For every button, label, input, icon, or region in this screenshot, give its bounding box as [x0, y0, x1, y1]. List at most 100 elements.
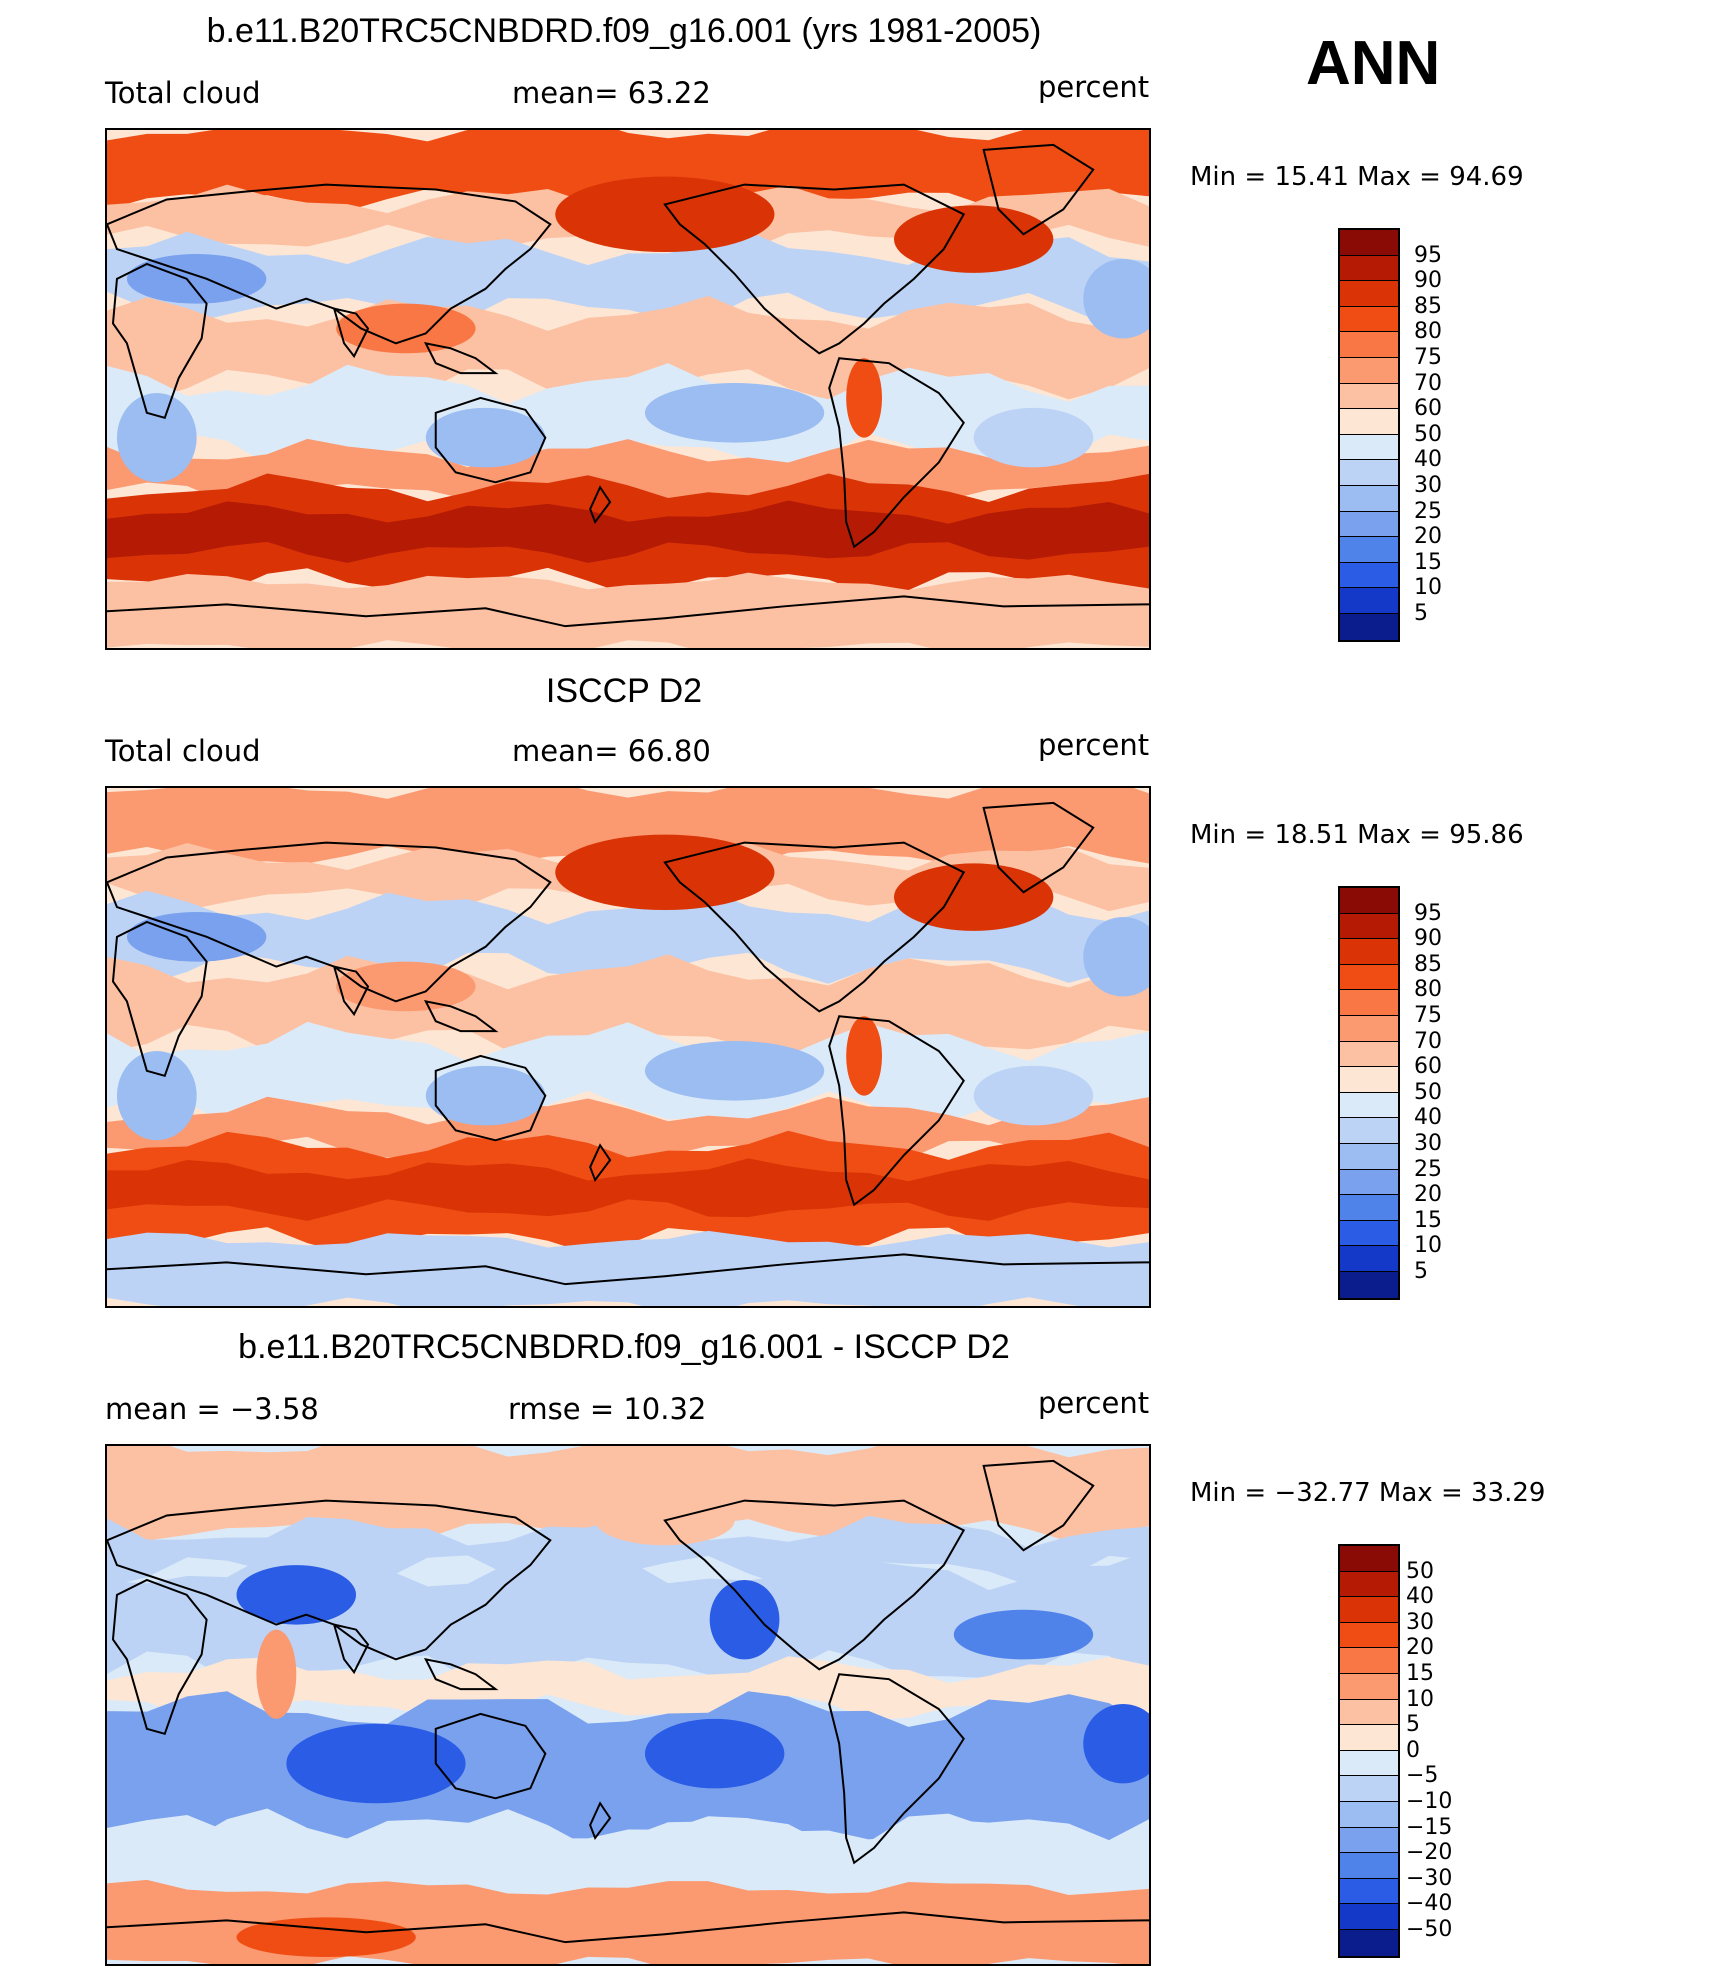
- panel-2-units-label: percent: [1038, 728, 1150, 762]
- colorbar-swatch: [1340, 913, 1398, 940]
- colorbar-swatch: [1340, 230, 1398, 256]
- coastline: [434, 1712, 547, 1800]
- panel-1-variable-label: Total cloud: [105, 76, 261, 110]
- cloud-band: [107, 1550, 1149, 1689]
- colorbar-level-label: 90: [1414, 926, 1442, 952]
- colorbar-swatch: [1340, 1904, 1398, 1930]
- colorbar-level-label: 10: [1414, 1233, 1442, 1259]
- coastline: [332, 1623, 370, 1675]
- cloud-region: [644, 1041, 825, 1101]
- colorbar-swatch: [1340, 1067, 1398, 1093]
- colorbar-level-label: 85: [1414, 951, 1442, 977]
- coastline: [107, 1499, 552, 1661]
- cloud-region: [286, 1723, 466, 1804]
- cloud-band: [107, 1158, 1149, 1221]
- cloud-region: [126, 254, 267, 304]
- panel-1-map: [105, 128, 1151, 650]
- colorbar-swatch: [1340, 1092, 1398, 1119]
- cloud-band: [107, 1815, 1149, 1902]
- panel-1-units-label: percent: [1038, 70, 1150, 104]
- colorbar-swatch: [1340, 332, 1398, 358]
- panel-3-map-svg: [107, 1446, 1149, 1964]
- colorbar-level-label: 70: [1414, 1028, 1442, 1054]
- colorbar-level-label: 95: [1414, 242, 1442, 268]
- colorbar-level-label: 80: [1414, 319, 1442, 345]
- colorbar-swatch: [1340, 1699, 1398, 1726]
- coastline: [982, 801, 1095, 894]
- colorbar-level-label: −50: [1406, 1917, 1453, 1942]
- colorbar-swatch: [1340, 1143, 1398, 1170]
- colorbar-swatch: [1340, 460, 1398, 486]
- colorbar-swatch: [1340, 255, 1398, 282]
- coastline-group: [107, 1459, 1149, 1944]
- panel-1-mean-label: mean= 63.22: [512, 76, 711, 110]
- colorbar-level-label: 10: [1414, 575, 1442, 601]
- colorbar-level-label: −10: [1406, 1789, 1453, 1814]
- cloud-band: [107, 1230, 1149, 1306]
- colorbar-level-label: −20: [1406, 1840, 1453, 1866]
- colorbar-swatch: [1340, 409, 1398, 435]
- coastline: [434, 1054, 547, 1142]
- cloud-region: [644, 1718, 785, 1789]
- cloud-region: [644, 383, 825, 443]
- colorbar-level-label: 20: [1414, 1182, 1442, 1208]
- cloud-region: [973, 407, 1094, 468]
- colorbar-level-label: 25: [1414, 1156, 1442, 1182]
- panel-2-colorbar: [1338, 886, 1400, 1300]
- cloud-region: [256, 1629, 297, 1719]
- colorbar-swatch: [1340, 1929, 1398, 1956]
- cloud-region: [1083, 917, 1149, 997]
- colorbar-level-label: 80: [1414, 977, 1442, 1003]
- coastline: [423, 999, 499, 1033]
- colorbar-level-label: 75: [1414, 345, 1442, 370]
- colorbar-level-label: 25: [1414, 498, 1442, 524]
- colorbar-swatch: [1340, 1853, 1398, 1879]
- colorbar-swatch: [1340, 1220, 1398, 1247]
- coastline: [107, 595, 1149, 628]
- colorbar-level-label: 30: [1414, 473, 1442, 498]
- panel-2-mean-label: mean= 66.80: [512, 734, 711, 768]
- coastline: [107, 1253, 1149, 1286]
- cloud-region: [555, 834, 775, 911]
- cloud-region: [709, 1579, 780, 1660]
- colorbar-level-label: 50: [1414, 1079, 1442, 1105]
- cloud-band: [107, 1021, 1149, 1128]
- colorbar-swatch: [1340, 1195, 1398, 1221]
- colorbar-level-label: 30: [1406, 1609, 1434, 1635]
- cloud-band: [107, 1446, 1149, 1542]
- colorbar-swatch: [1340, 1673, 1398, 1700]
- panel-2-title: ISCCP D2: [545, 672, 703, 710]
- colorbar-level-label: 90: [1414, 268, 1442, 294]
- colorbar-level-label: 15: [1414, 549, 1442, 575]
- cloud-band: [107, 231, 1149, 326]
- colorbar-swatch: [1340, 1271, 1398, 1298]
- colorbar-swatch: [1340, 1015, 1398, 1042]
- panel-2-map-svg: [107, 788, 1149, 1306]
- cloud-region: [336, 961, 476, 1012]
- colorbar-swatch: [1340, 1750, 1398, 1777]
- cloud-region: [893, 205, 1054, 273]
- panel-1-title: b.e11.B20TRC5CNBDRD.f09_g16.001 (yrs 198…: [206, 12, 1042, 50]
- colorbar-level-label: −5: [1406, 1763, 1439, 1789]
- colorbar-level-label: −40: [1406, 1891, 1453, 1917]
- colorbar-swatch: [1340, 1827, 1398, 1854]
- coastline: [663, 841, 966, 1013]
- colorbar-level-label: 10: [1406, 1686, 1434, 1712]
- coastline: [111, 920, 208, 1077]
- panel-2-variable-label: Total cloud: [105, 734, 261, 768]
- cloud-region: [236, 1917, 416, 1958]
- colorbar-level-label: 0: [1406, 1737, 1420, 1763]
- colorbar-swatch: [1340, 1041, 1398, 1068]
- coastline: [332, 965, 370, 1017]
- colorbar-swatch: [1340, 1597, 1398, 1623]
- colorbar-level-label: 50: [1414, 421, 1442, 447]
- cloud-band: [107, 363, 1149, 472]
- panel-3-units-label: percent: [1038, 1386, 1150, 1420]
- coastline: [107, 841, 552, 1003]
- colorbar-level-label: 30: [1414, 1131, 1442, 1156]
- cloud-region: [1083, 1704, 1149, 1784]
- colorbar-level-label: 20: [1414, 524, 1442, 550]
- colorbar-swatch: [1340, 1622, 1398, 1649]
- colorbar-swatch: [1340, 990, 1398, 1016]
- cloud-band: [107, 1096, 1149, 1164]
